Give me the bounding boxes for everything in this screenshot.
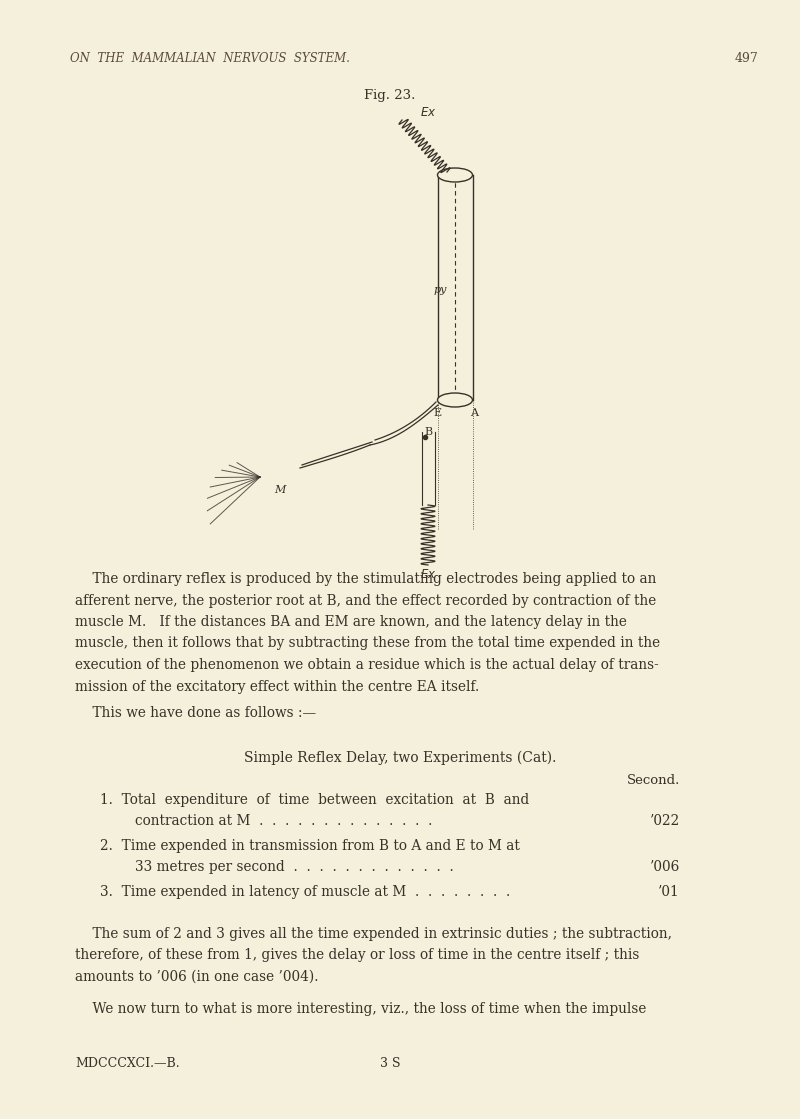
Text: muscle, then it follows that by subtracting these from the total time expended i: muscle, then it follows that by subtract… <box>75 637 660 650</box>
Text: 3 S: 3 S <box>380 1057 400 1070</box>
Text: $Ex$: $Ex$ <box>420 568 436 582</box>
Text: 2.  Time expended in transmission from B to A and E to M at: 2. Time expended in transmission from B … <box>100 839 520 853</box>
Text: This we have done as follows :—: This we have done as follows :— <box>75 706 316 720</box>
Text: The sum of 2 and 3 gives all the time expended in extrinsic duties ; the subtrac: The sum of 2 and 3 gives all the time ex… <box>75 927 672 941</box>
Text: Fig. 23.: Fig. 23. <box>364 90 416 103</box>
Text: ’006: ’006 <box>650 861 680 874</box>
Text: ’022: ’022 <box>650 814 680 828</box>
Ellipse shape <box>438 168 473 182</box>
Text: 33 metres per second  .  .  .  .  .  .  .  .  .  .  .  .  .: 33 metres per second . . . . . . . . . .… <box>100 861 454 874</box>
Text: amounts to ’006 (in one case ’004).: amounts to ’006 (in one case ’004). <box>75 970 318 984</box>
Text: ’01: ’01 <box>658 885 680 899</box>
Text: M: M <box>274 485 286 495</box>
Text: 3.  Time expended in latency of muscle at M  .  .  .  .  .  .  .  .: 3. Time expended in latency of muscle at… <box>100 885 510 899</box>
Text: mission of the excitatory effect within the centre EA itself.: mission of the excitatory effect within … <box>75 679 479 694</box>
Text: E: E <box>433 408 441 419</box>
Text: MDCCCXCI.—B.: MDCCCXCI.—B. <box>75 1057 180 1070</box>
Text: 497: 497 <box>735 51 758 65</box>
Text: We now turn to what is more interesting, viz., the loss of time when the impulse: We now turn to what is more interesting,… <box>75 1002 646 1016</box>
Ellipse shape <box>438 393 473 407</box>
Text: muscle M.   If the distances BA and EM are known, and the latency delay in the: muscle M. If the distances BA and EM are… <box>75 615 627 629</box>
Text: B: B <box>424 427 432 438</box>
Text: Second.: Second. <box>626 773 680 787</box>
Text: contraction at M  .  .  .  .  .  .  .  .  .  .  .  .  .  .: contraction at M . . . . . . . . . . . .… <box>100 814 432 828</box>
Text: therefore, of these from 1, gives the delay or loss of time in the centre itself: therefore, of these from 1, gives the de… <box>75 949 639 962</box>
Text: A: A <box>470 408 478 419</box>
Text: Simple Reflex Delay, two Experiments (Cat).: Simple Reflex Delay, two Experiments (Ca… <box>244 751 556 765</box>
Text: py: py <box>434 285 447 295</box>
Text: afferent nerve, the posterior root at B, and the effect recorded by contraction : afferent nerve, the posterior root at B,… <box>75 593 656 608</box>
Text: 1.  Total  expenditure  of  time  between  excitation  at  B  and: 1. Total expenditure of time between exc… <box>100 793 530 807</box>
Text: execution of the phenomenon we obtain a residue which is the actual delay of tra: execution of the phenomenon we obtain a … <box>75 658 658 673</box>
Text: $Ex$: $Ex$ <box>420 105 437 119</box>
Text: ON  THE  MAMMALIAN  NERVOUS  SYSTEM.: ON THE MAMMALIAN NERVOUS SYSTEM. <box>70 51 350 65</box>
Text: The ordinary reflex is produced by the stimulating electrodes being applied to a: The ordinary reflex is produced by the s… <box>75 572 656 586</box>
